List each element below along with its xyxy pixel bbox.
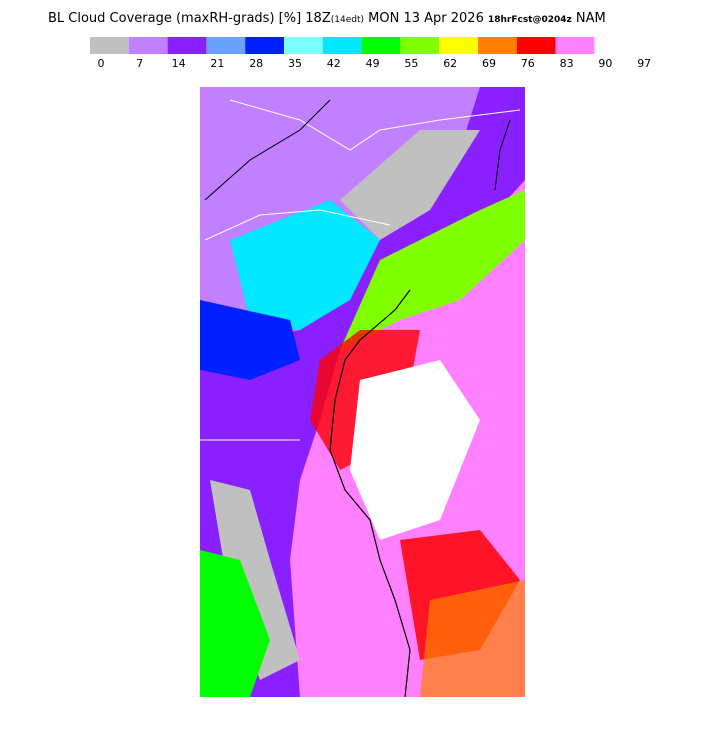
colorbar-label: 28 (249, 57, 263, 70)
colorbar-swatch (322, 37, 362, 54)
colorbar-label: 69 (482, 57, 496, 70)
colorbar-label: 7 (136, 57, 143, 70)
colorbar-label: 14 (172, 57, 186, 70)
colorbar-label: 21 (210, 57, 224, 70)
colorbar-label: 76 (521, 57, 535, 70)
map (200, 87, 525, 697)
title: BL Cloud Coverage (maxRH-grads) [%] 18Z(… (48, 11, 606, 26)
colorbar-label: 42 (327, 57, 341, 70)
colorbar-swatch (478, 37, 517, 54)
colorbar-swatch (361, 37, 401, 54)
colorbar-swatch (245, 37, 284, 54)
title-model: NAM (572, 11, 606, 26)
title-forecast: 18hrFcst@0204z (488, 15, 572, 25)
colorbar-swatch (555, 37, 595, 54)
colorbar-label: 0 (98, 57, 105, 70)
colorbar-swatch (90, 37, 129, 54)
colorbar-label: 62 (443, 57, 457, 70)
colorbar-label: 35 (288, 57, 302, 70)
colorbar-swatch (128, 37, 168, 54)
title-main: BL Cloud Coverage (maxRH-grads) [%] 18Z (48, 11, 331, 26)
colorbar-label: 55 (404, 57, 418, 70)
colorbar-swatch (516, 37, 556, 54)
title-date: MON 13 Apr 2026 (364, 11, 488, 26)
colorbar-label: 49 (366, 57, 380, 70)
colorbar: 0 7 14 21 28 35 42 49 55 62 69 76 83 90 97 (90, 37, 651, 70)
colorbar-label: 90 (598, 57, 612, 70)
colorbar-swatch (439, 37, 478, 54)
colorbar-swatch (284, 37, 323, 54)
title-tz: (14edt) (331, 15, 364, 25)
colorbar-swatch (167, 37, 207, 54)
colorbar-swatch (400, 37, 440, 54)
colorbar-label: 97 (637, 57, 651, 70)
colorbar-label: 83 (560, 57, 574, 70)
colorbar-swatch (206, 37, 246, 54)
